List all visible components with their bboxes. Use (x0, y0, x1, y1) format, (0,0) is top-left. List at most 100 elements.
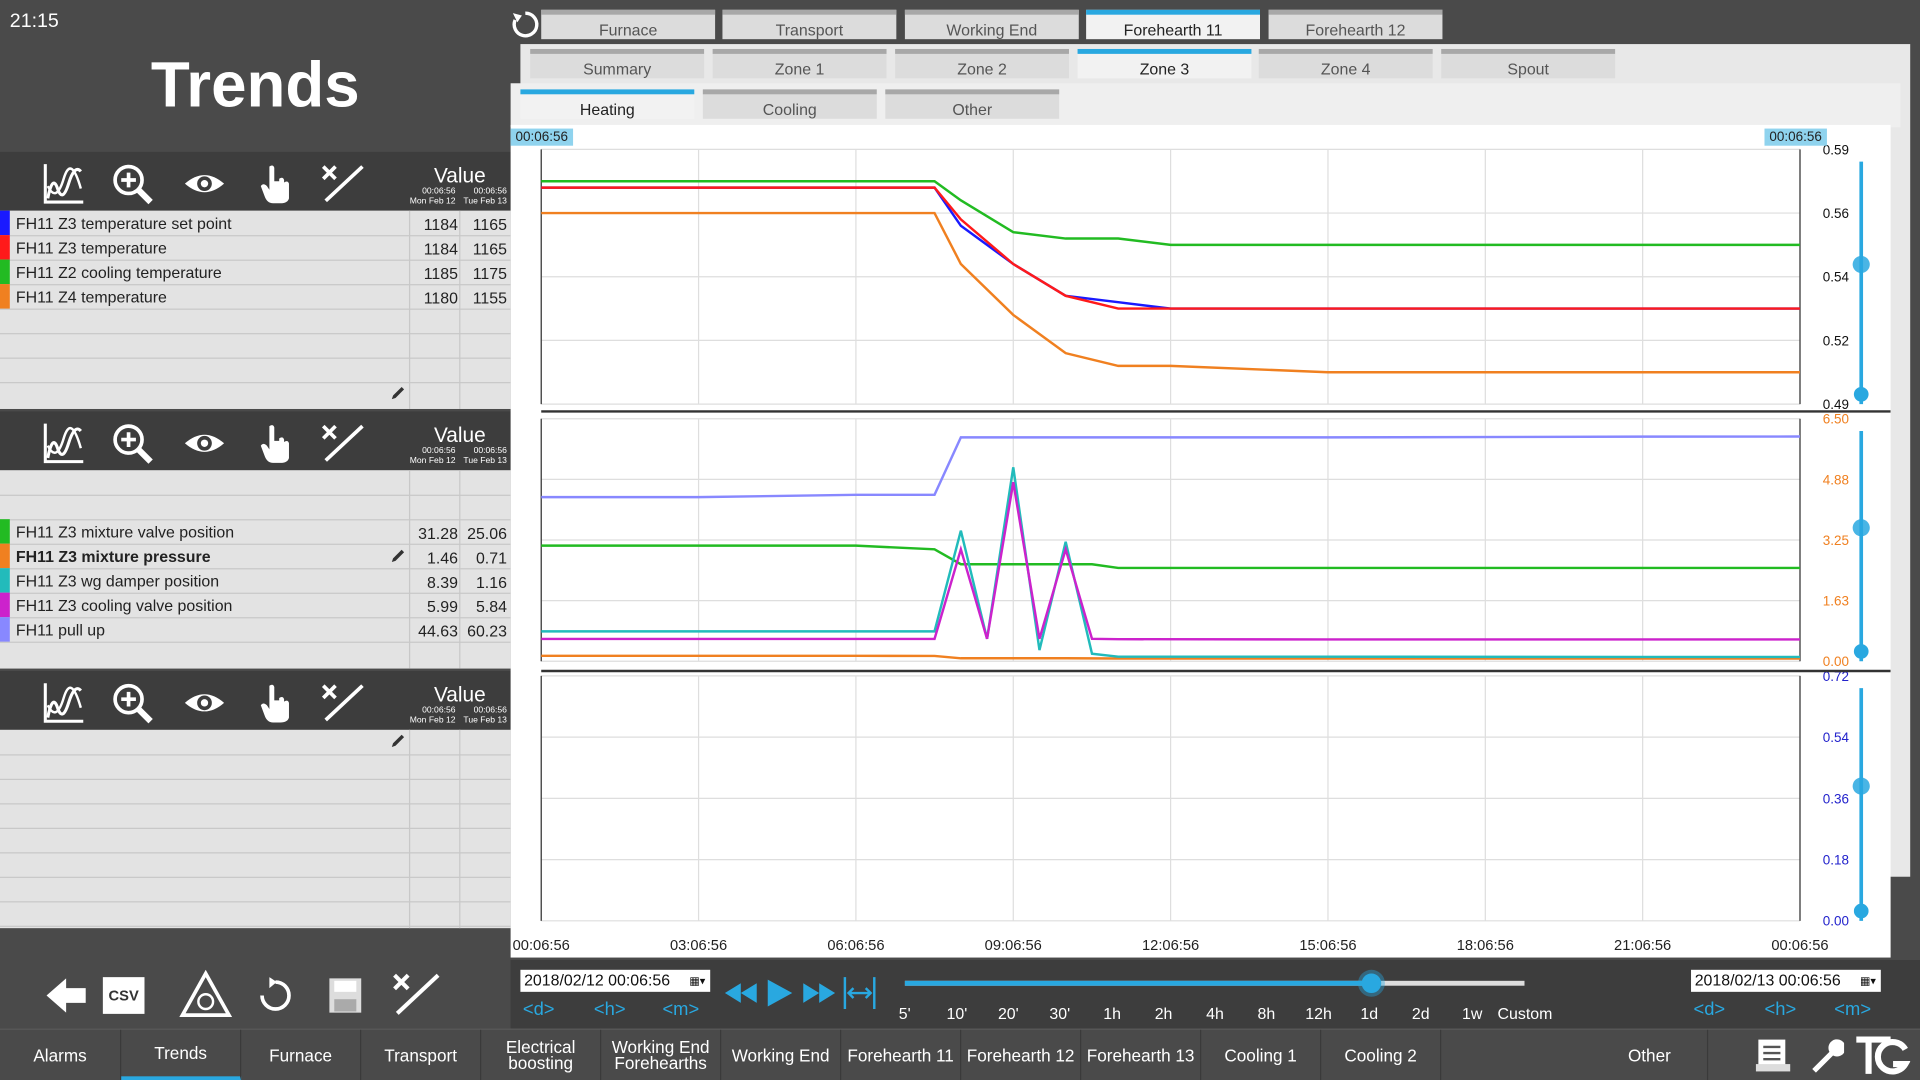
tab-zone-2[interactable]: Zone 2 (895, 48, 1069, 79)
hand-pointer-icon[interactable] (253, 421, 297, 465)
report-icon[interactable] (1753, 1037, 1792, 1080)
legend-row-selected[interactable]: FH11 Z3 mixture pressure 1.46 0.71 (0, 543, 511, 570)
tab-cooling[interactable]: Cooling (702, 89, 877, 119)
tab-heating[interactable]: Heating (520, 89, 695, 119)
scale-20m[interactable]: 20' (997, 1004, 1019, 1023)
back-arrow-icon[interactable] (44, 975, 88, 1023)
legend-row[interactable]: FH11 Z3 wg damper position 8.39 1.16 (0, 568, 511, 594)
alarm-triangle-icon[interactable] (179, 969, 233, 1025)
nav-transport[interactable]: Transport (361, 1029, 482, 1080)
legend-row[interactable]: FH11 Z2 cooling temperature 1185 1175 (0, 259, 511, 286)
hand-pointer-icon[interactable] (253, 681, 297, 725)
edit-pencil-icon[interactable] (389, 384, 406, 401)
slider-thumb[interactable] (1361, 973, 1382, 994)
fit-range-icon[interactable] (841, 975, 878, 1018)
value-title: Value (433, 423, 486, 447)
end-date-picker[interactable]: 2018/02/13 00:06:56 ▦▾ (1691, 969, 1881, 992)
zoom-in-icon[interactable] (110, 681, 154, 725)
chart-style-icon[interactable] (42, 162, 86, 206)
tab-forehearth-12[interactable]: Forehearth 12 (1268, 9, 1443, 39)
scale-custom[interactable]: Custom (1497, 1004, 1553, 1023)
cursor-measure-icon[interactable] (321, 162, 365, 206)
nav-cooling-2[interactable]: Cooling 2 (1321, 1029, 1442, 1080)
scale-4h[interactable]: 4h (1206, 1004, 1224, 1023)
nav-hour-end[interactable]: <h> (1764, 999, 1797, 1021)
axis-handle (1853, 386, 1869, 402)
tab-spout[interactable]: Spout (1441, 48, 1616, 79)
legend-row[interactable]: FH11 Z4 temperature 1180 1155 (0, 284, 511, 310)
csv-export-button[interactable]: CSV (102, 977, 145, 1014)
legend-row[interactable]: FH11 Z3 mixture valve position 31.28 25.06 (0, 519, 511, 545)
nav-alarms[interactable]: Alarms (0, 1029, 122, 1080)
nav-minute-end[interactable]: <m> (1834, 999, 1872, 1021)
tab-zone-3[interactable]: Zone 3 (1077, 48, 1252, 79)
tab-zone-4[interactable]: Zone 4 (1258, 48, 1433, 79)
edit-pencil-icon[interactable] (389, 547, 406, 568)
calendar-icon[interactable]: ▦▾ (689, 974, 706, 987)
eye-icon[interactable] (182, 421, 226, 465)
wrench-icon[interactable] (1807, 1037, 1846, 1080)
cursor-measure-icon[interactable] (321, 421, 365, 465)
cursor-time-right[interactable]: 00:06:56 (1764, 128, 1827, 146)
cursor-time-left[interactable]: 00:06:56 (510, 128, 573, 146)
left-tools: CSV (0, 960, 511, 1029)
nav-cooling-1[interactable]: Cooling 1 (1201, 1029, 1322, 1080)
fast-forward-icon[interactable] (802, 982, 836, 1010)
legend-row[interactable]: FH11 Z3 temperature 1184 1165 (0, 235, 511, 261)
tab-summary[interactable]: Summary (530, 48, 705, 79)
calendar-icon[interactable]: ▦▾ (1859, 974, 1876, 987)
nav-furnace[interactable]: Furnace (241, 1029, 362, 1080)
nav-hour[interactable]: <h> (593, 999, 626, 1021)
scale-5m[interactable]: 5' (898, 1004, 911, 1023)
chart-area[interactable]: 0.59 0.56 0.54 0.52 0.49 6.50 4.88 3.25 1.63 0.00… (510, 124, 1891, 958)
tab-furnace[interactable]: Furnace (541, 9, 716, 39)
scale-8h[interactable]: 8h (1257, 1004, 1276, 1023)
cursor-measure-icon[interactable] (321, 681, 365, 725)
nav-forehearth-12[interactable]: Forehearth 12 (961, 1029, 1082, 1080)
zoom-in-icon[interactable] (110, 421, 154, 465)
scale-1w[interactable]: 1w (1462, 1004, 1483, 1023)
chart-style-icon[interactable] (42, 681, 86, 725)
save-icon[interactable] (328, 977, 362, 1020)
chart-style-icon[interactable] (42, 421, 86, 465)
scale-10m[interactable]: 10' (946, 1004, 968, 1023)
nav-day[interactable]: <d> (522, 999, 555, 1021)
tab-zone-1[interactable]: Zone 1 (712, 48, 887, 79)
tab-forehearth-11[interactable]: Forehearth 11 (1086, 9, 1261, 39)
hand-pointer-icon[interactable] (253, 162, 297, 206)
tab-transport[interactable]: Transport (722, 9, 897, 39)
rewind-icon[interactable] (724, 982, 758, 1010)
scale-2d[interactable]: 2d (1411, 1004, 1430, 1023)
nav-minute[interactable]: <m> (662, 999, 700, 1021)
tab-other[interactable]: Other (885, 89, 1060, 119)
scale-12h[interactable]: 12h (1305, 1004, 1332, 1023)
eye-icon[interactable] (182, 681, 226, 725)
trend-chart-svg[interactable]: 0.59 0.56 0.54 0.52 0.496.50 4.88 3.25 1.63 0.00… (511, 125, 1891, 958)
nav-day-end[interactable]: <d> (1693, 999, 1726, 1021)
cursor-measure-icon[interactable] (392, 970, 441, 1025)
scale-2h[interactable]: 2h (1154, 1004, 1173, 1023)
undo-icon[interactable] (257, 977, 294, 1020)
start-date-picker[interactable]: 2018/02/12 00:06:56 ▦▾ (520, 969, 711, 992)
nav-electrical-boosting[interactable]: Electrical boosting (481, 1029, 602, 1080)
play-icon[interactable] (767, 978, 794, 1014)
tab-working-end[interactable]: Working End (904, 9, 1079, 39)
scale-1h[interactable]: 1h (1103, 1004, 1121, 1023)
legend-row[interactable]: FH11 Z3 temperature set point 1184 1165 (0, 210, 511, 237)
legend-row[interactable]: FH11 Z3 cooling valve position 5.99 5.84 (0, 592, 511, 619)
nav-working-end[interactable]: Working End (721, 1029, 842, 1080)
nav-forehearth-13[interactable]: Forehearth 13 (1081, 1029, 1202, 1080)
nav-working-end-forehearths[interactable]: Working End Forehearths (601, 1029, 722, 1080)
nav-forehearth-11[interactable]: Forehearth 11 (841, 1029, 962, 1080)
edit-pencil-icon[interactable] (389, 732, 406, 755)
eye-icon[interactable] (182, 162, 226, 206)
x-tick-label: 15:06:56 (1299, 938, 1356, 954)
zoom-in-icon[interactable] (110, 162, 154, 206)
scale-30m[interactable]: 30' (1049, 1004, 1071, 1023)
nav-other[interactable]: Other (1592, 1029, 1709, 1080)
legend-row[interactable]: FH11 pull up 44.63 60.23 (0, 617, 511, 643)
scale-1d[interactable]: 1d (1360, 1004, 1379, 1023)
nav-trends[interactable]: Trends (121, 1029, 242, 1080)
refresh-icon[interactable] (511, 10, 543, 42)
time-scale-slider[interactable] (904, 973, 1525, 994)
